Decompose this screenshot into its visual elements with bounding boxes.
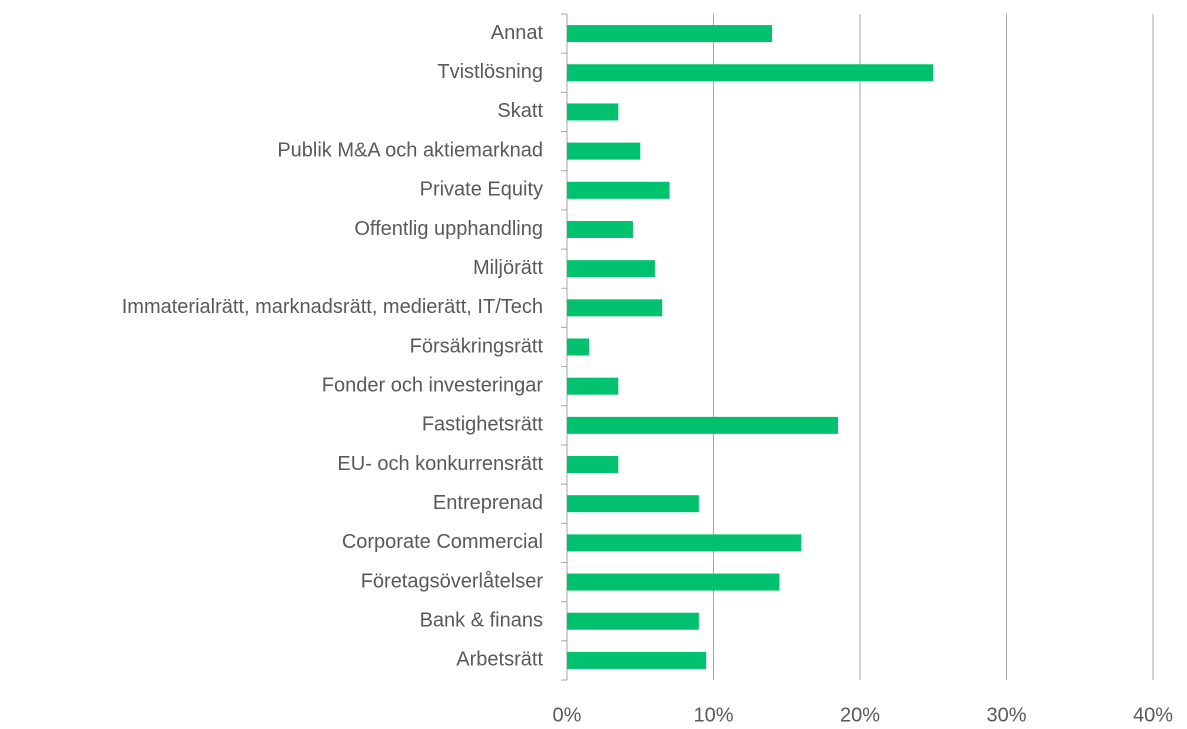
y-tick-label: Annat <box>491 22 544 44</box>
y-tick-label: Fastighetsrätt <box>422 414 544 436</box>
bar <box>567 456 619 474</box>
x-tick-label: 20% <box>840 704 880 726</box>
bar <box>567 64 934 82</box>
bar <box>567 534 802 552</box>
bar <box>567 181 670 199</box>
y-tick-label: Publik M&A och aktiemarknad <box>277 139 543 161</box>
y-tick-label: Immaterialrätt, marknadsrätt, medierätt,… <box>122 296 543 318</box>
bar <box>567 103 619 121</box>
bar <box>567 651 707 669</box>
bar <box>567 260 655 278</box>
bar <box>567 25 773 43</box>
bar <box>567 612 699 630</box>
y-tick-label: Private Equity <box>420 179 543 201</box>
y-tick-label: Skatt <box>497 100 543 122</box>
bar <box>567 416 839 434</box>
bar <box>567 377 619 395</box>
y-tick-label: Corporate Commercial <box>342 531 543 553</box>
bar <box>567 338 589 356</box>
x-tick-label: 10% <box>693 704 733 726</box>
bar <box>567 573 780 591</box>
y-tick-label: Företagsöverlåtelser <box>361 570 544 592</box>
y-tick-label: Bank & finans <box>420 610 543 632</box>
y-tick-label: Försäkringsrätt <box>410 335 544 357</box>
bar <box>567 142 641 160</box>
x-tick-label: 30% <box>986 704 1026 726</box>
bar <box>567 299 663 317</box>
y-tick-label: Offentlig upphandling <box>354 218 543 240</box>
x-tick-label: 0% <box>553 704 582 726</box>
x-tick-label: 40% <box>1133 704 1173 726</box>
y-tick-label: Arbetsrätt <box>456 649 543 671</box>
y-tick-label: Tvistlösning <box>437 61 543 83</box>
y-tick-label: Entreprenad <box>433 492 543 514</box>
y-tick-label: Fonder och investeringar <box>322 374 544 396</box>
bar <box>567 495 699 513</box>
y-tick-label: EU- och konkurrensrätt <box>337 453 543 475</box>
y-tick-label: Miljörätt <box>473 257 543 279</box>
bar <box>567 220 633 238</box>
